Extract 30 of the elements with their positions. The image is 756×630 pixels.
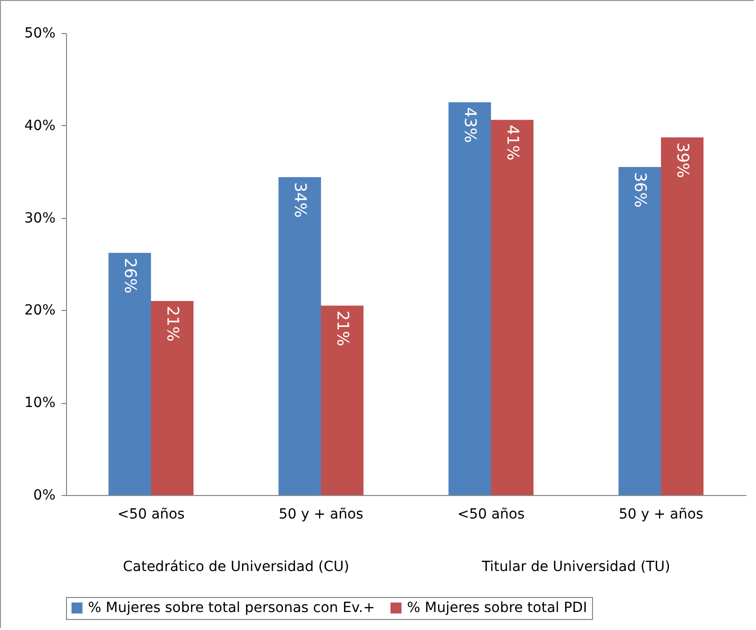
data-label: 26% bbox=[120, 258, 140, 294]
text: Catedrático de Universidad (CU) bbox=[122, 559, 350, 575]
data-label: 39% bbox=[673, 142, 692, 178]
y-tick-label: 50% bbox=[24, 26, 56, 42]
data-label: 36% bbox=[630, 172, 650, 208]
y-tick-label: 10% bbox=[24, 395, 56, 412]
x-tick-label: 50 y + años bbox=[278, 506, 364, 522]
x-tick-label: <50 años bbox=[117, 506, 185, 522]
bar bbox=[661, 137, 704, 495]
data-label: 21% bbox=[333, 310, 352, 346]
y-tick-label: 30% bbox=[24, 210, 56, 226]
bar bbox=[151, 300, 194, 495]
bar bbox=[618, 166, 661, 495]
y-tick-label: 0% bbox=[33, 488, 56, 504]
text: Titular de Universidad (TU) bbox=[480, 559, 670, 575]
legend-label: % Mujeres sobre total personas con Ev.+ bbox=[88, 600, 375, 616]
data-label: 43% bbox=[460, 107, 480, 143]
data-label: 41% bbox=[503, 124, 522, 160]
y-tick-label: 40% bbox=[24, 118, 56, 134]
data-label: 21% bbox=[163, 306, 182, 342]
legend-label: % Mujeres sobre total PDI bbox=[407, 600, 588, 616]
bar bbox=[448, 102, 491, 495]
x-tick-label: <50 años bbox=[457, 506, 525, 522]
bar bbox=[278, 177, 321, 495]
bar bbox=[321, 306, 364, 495]
data-label: 34% bbox=[290, 182, 310, 218]
y-tick-label: 20% bbox=[24, 302, 56, 319]
bar bbox=[108, 252, 151, 495]
x-tick-label: 50 y + años bbox=[618, 506, 704, 522]
bar bbox=[491, 120, 534, 495]
